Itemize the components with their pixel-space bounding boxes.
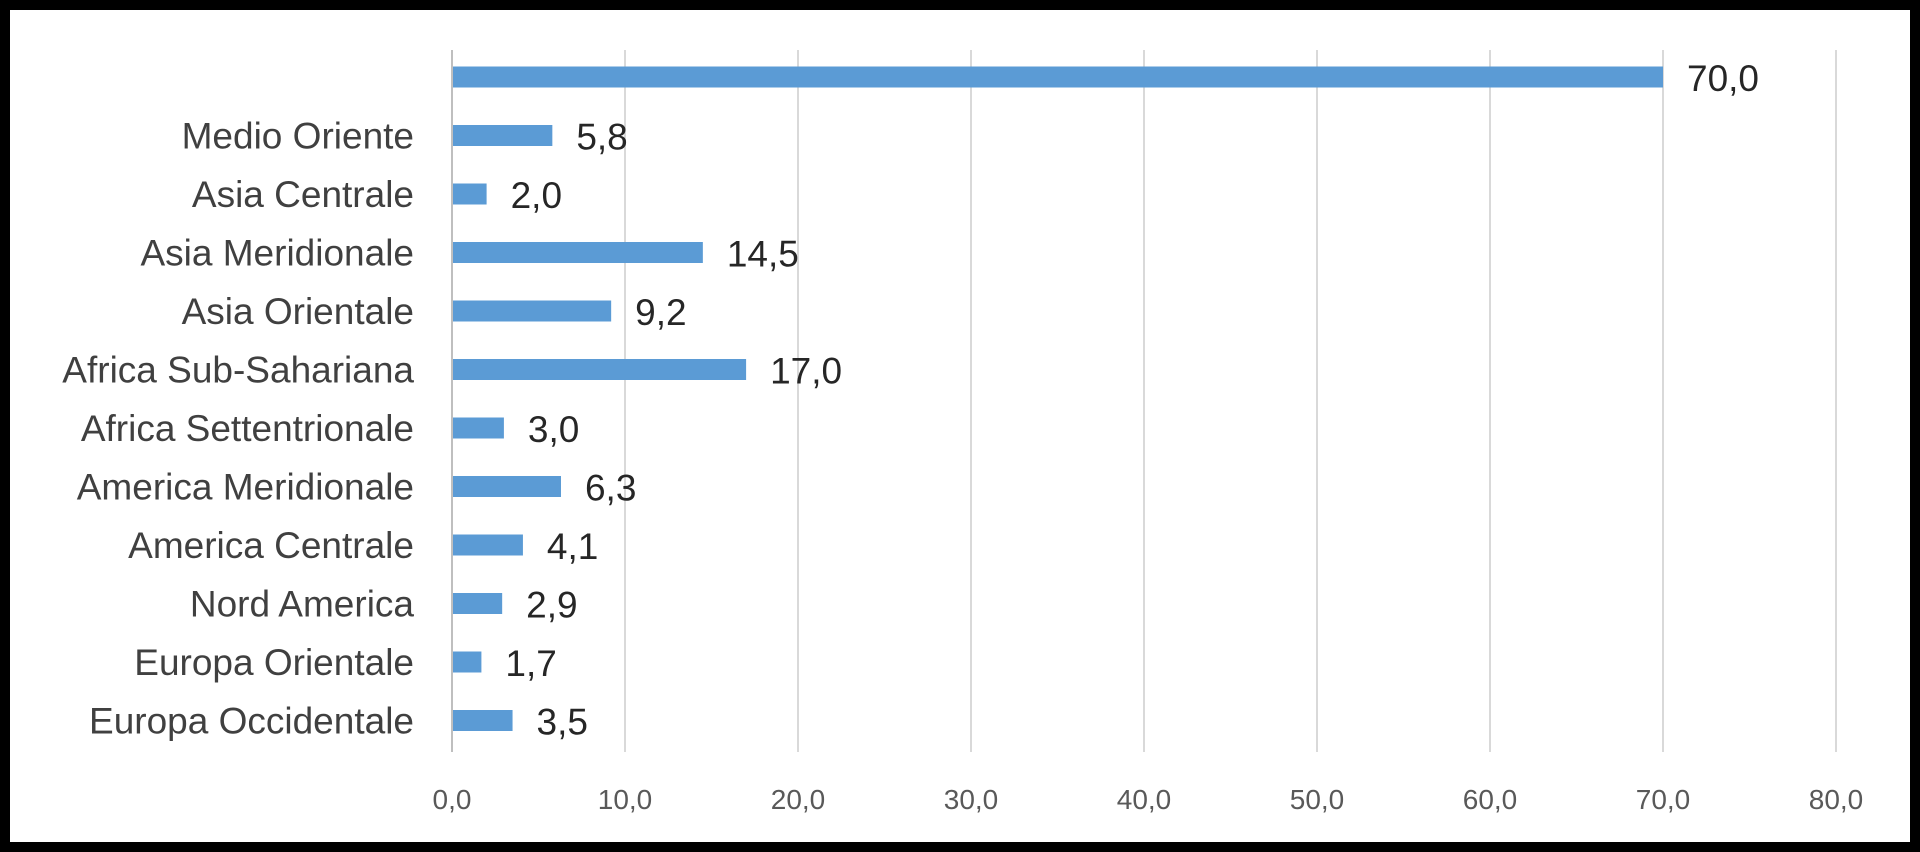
chart-area: Medio Oriente Asia Centrale Asia Meridiona… (10, 10, 1910, 842)
category-label: Asia Orientale (182, 291, 414, 332)
data-label: 3,0 (528, 409, 579, 450)
bar (453, 242, 703, 263)
bar (453, 593, 503, 614)
x-tick-label: 70,0 (1636, 784, 1691, 815)
category-label: Asia Meridionale (140, 233, 414, 274)
category-label: America Meridionale (77, 467, 414, 508)
data-label: 5,8 (576, 117, 627, 158)
bar (453, 66, 1663, 88)
x-tick-labels: 0,0 10,0 20,0 30,0 40,0 50,0 60,0 70,0 80,0 (433, 784, 1864, 815)
bar (453, 476, 561, 497)
x-tick-label: 60,0 (1463, 784, 1518, 815)
data-label: 6,3 (585, 468, 636, 509)
value-labels: 70,0 5,8 2,0 14,5 9,2 17,0 3,06,3 4,1 2,9 1,7 3,5 (505, 58, 1759, 743)
bar (453, 300, 612, 322)
category-label: Africa Sub-Sahariana (62, 350, 414, 391)
category-label: America Centrale (128, 525, 414, 566)
data-label: 4,1 (547, 526, 598, 567)
category-labels: Medio Oriente Asia Centrale Asia Meridiona… (62, 116, 414, 742)
data-label: 9,2 (635, 292, 686, 333)
x-tick-label: 50,0 (1290, 784, 1345, 815)
gridlines (451, 50, 1837, 752)
category-label: Nord America (190, 584, 415, 625)
data-label: 2,9 (526, 585, 577, 626)
bar (453, 710, 513, 731)
category-label: Africa Settentrionale (81, 408, 414, 449)
bar (453, 125, 553, 146)
bar (453, 183, 487, 205)
x-tick-label: 10,0 (598, 784, 653, 815)
category-label: Asia Centrale (192, 174, 414, 215)
x-tick-label: 30,0 (944, 784, 999, 815)
data-label: 70,0 (1687, 58, 1759, 99)
category-label: Europa Occidentale (89, 701, 414, 742)
data-label: 14,5 (727, 234, 799, 275)
x-tick-label: 20,0 (771, 784, 826, 815)
bar (453, 359, 747, 380)
bar-chart: Medio Oriente Asia Centrale Asia Meridiona… (62, 50, 1864, 815)
data-label: 17,0 (770, 351, 842, 392)
bar (453, 417, 504, 439)
bar (453, 651, 482, 673)
x-tick-label: 80,0 (1809, 784, 1864, 815)
data-label: 1,7 (505, 643, 556, 684)
data-label: 2,0 (511, 175, 562, 216)
category-label: Europa Orientale (134, 642, 414, 683)
bars (453, 66, 1663, 731)
x-tick-label: 0,0 (433, 784, 472, 815)
data-label: 3,5 (537, 702, 588, 743)
bar (453, 534, 523, 556)
x-tick-label: 40,0 (1117, 784, 1172, 815)
category-label: Medio Oriente (182, 116, 414, 157)
